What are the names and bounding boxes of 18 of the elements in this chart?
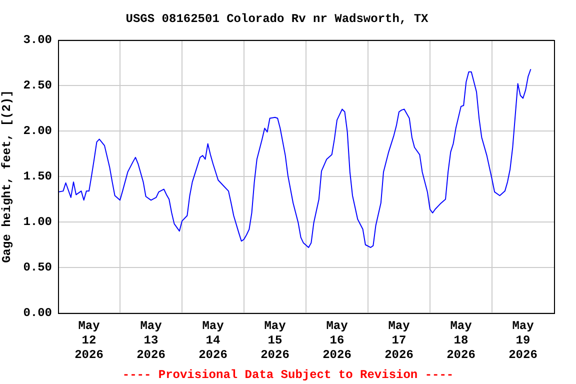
y-axis-title: Gage height, feet, [(2)]: [0, 90, 14, 263]
y-tick-label: 2.50: [23, 78, 52, 93]
x-tick-label: May 19 2026: [508, 319, 538, 362]
y-tick-label: 1.50: [23, 170, 52, 184]
x-tick-label: May 15 2026: [260, 319, 290, 362]
x-tick-label: May 13 2026: [136, 319, 166, 362]
y-tick-label: 2.00: [23, 124, 52, 138]
chart-title: USGS 08162501 Colorado Rv nr Wadsworth, TX: [126, 12, 430, 26]
y-tick-label: 0.00: [23, 306, 52, 320]
y-tick-label: 3.00: [23, 33, 52, 48]
x-tick-label: May 14 2026: [198, 319, 228, 362]
x-tick-label: May 12 2026: [74, 319, 104, 362]
y-tick-label: 0.50: [23, 260, 52, 275]
x-tick-label: May 17 2026: [384, 319, 414, 362]
text: ---- Provisional Data Subject to Revision ----: [122, 368, 454, 382]
x-tick-label: May 18 2026: [446, 319, 476, 362]
x-tick-label: May 16 2026: [322, 319, 352, 362]
y-tick-label: 1.00: [23, 215, 52, 230]
